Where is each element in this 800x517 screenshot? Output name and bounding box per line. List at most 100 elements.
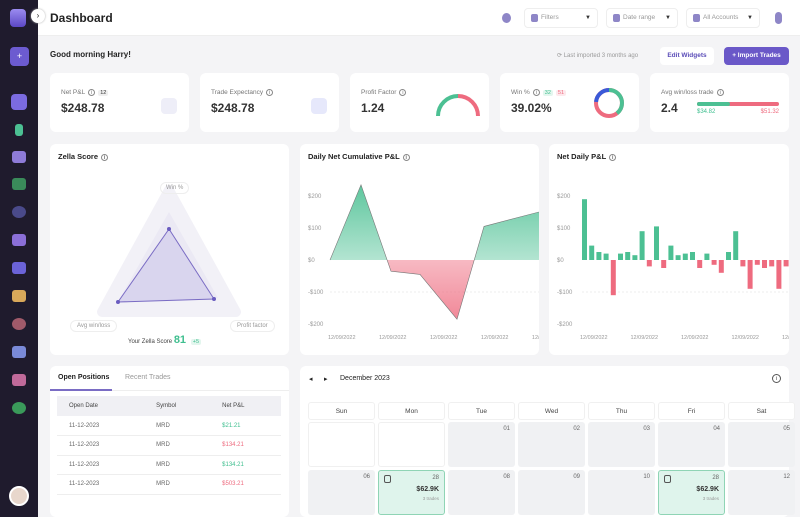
avg-win-loss-value: 2.4 (661, 101, 678, 115)
info-icon[interactable]: i (399, 89, 407, 96)
net-pnl-value: $248.78 (61, 101, 105, 115)
info-icon[interactable]: i (532, 89, 540, 96)
calendar-day-trade[interactable]: 28 $62.9K 3 trades (378, 470, 445, 515)
mode-icon[interactable] (502, 13, 511, 23)
info-icon[interactable]: i (402, 153, 410, 161)
note-icon[interactable] (384, 475, 391, 483)
gauge-win-arc (436, 94, 459, 117)
day-number: 06 (363, 474, 370, 480)
radar-label-avg: Avg win/loss (70, 320, 118, 332)
calendar-day[interactable]: 03 (588, 422, 655, 467)
expectancy-value: $248.78 (211, 101, 255, 115)
bar (675, 255, 681, 260)
day-trade-count: 3 trades (422, 496, 439, 501)
sidebar-item-store[interactable] (12, 374, 26, 386)
last-imported-text: Last imported 3 months ago (563, 53, 639, 59)
calendar-day-trade[interactable]: 28 $62.9K 3 trades (658, 470, 725, 515)
calendar-day[interactable] (378, 422, 445, 467)
avg-loss: $51.32 (760, 109, 779, 115)
net-pnl: $134.21 (210, 455, 281, 475)
note-icon[interactable] (664, 475, 671, 483)
net-pnl: $503.21 (210, 474, 281, 495)
tab-recent-trades[interactable]: Recent Trades (125, 374, 171, 381)
notifications-icon[interactable] (775, 12, 782, 24)
radar-score-area (117, 228, 215, 303)
win-pct-label: Win % (511, 89, 530, 97)
radar-chart (97, 185, 241, 317)
sidebar-item-journal[interactable] (12, 151, 26, 163)
calendar-day[interactable]: 08 (448, 470, 515, 515)
info-icon[interactable]: i (772, 374, 781, 383)
bar (682, 253, 688, 260)
bar (740, 260, 746, 267)
open-date: 11-12-2023 (57, 435, 145, 456)
calendar-day[interactable] (308, 422, 375, 467)
sidebar-item-dashboard[interactable] (11, 94, 27, 110)
filters-label: Filters (541, 14, 559, 21)
filters-dropdown[interactable]: Filters ▼ (524, 8, 598, 28)
table-row[interactable]: 11-12-2023 MRD $134.21 (57, 455, 281, 475)
tab-open-positions[interactable]: Open Positions (58, 374, 110, 381)
calendar-day[interactable]: 10 (588, 470, 655, 515)
table-row[interactable]: 11-12-2023 MRD $503.21 (57, 474, 281, 495)
calendar-day[interactable]: 12 (728, 470, 795, 515)
calendar-day[interactable]: 09 (518, 470, 585, 515)
net-daily-title: Net Daily P&L (557, 152, 607, 161)
win-pct-value: 39.02% (511, 101, 552, 115)
sidebar-item-resources[interactable] (12, 402, 26, 414)
sidebar-item-analytics[interactable] (12, 206, 26, 218)
bar (639, 231, 645, 260)
bar (661, 260, 667, 268)
active-tab-indicator (50, 389, 112, 391)
next-month-button[interactable]: ▸ (324, 376, 328, 383)
table-row[interactable]: 11-12-2023 MRD $134.21 (57, 435, 281, 456)
sidebar-item-trades[interactable] (12, 290, 26, 302)
table-row[interactable]: 11-12-2023 MRD $21.21 (57, 416, 281, 436)
info-icon[interactable]: i (88, 89, 96, 96)
x-tick-label: 12/09/2022 (532, 335, 539, 341)
sidebar-item-notebook[interactable] (12, 178, 26, 190)
calendar-day[interactable]: 05 (728, 422, 795, 467)
calendar-day[interactable]: 06 (308, 470, 375, 515)
positions-card: Open Positions Recent Trades Open Date Sy… (50, 366, 289, 517)
net-pnl: $21.21 (210, 416, 281, 436)
add-button[interactable]: + (10, 47, 29, 66)
import-trades-button[interactable]: + Import Trades (724, 47, 789, 65)
sidebar-item-university[interactable] (12, 318, 26, 330)
calendar-day[interactable]: 02 (518, 422, 585, 467)
info-icon[interactable]: i (609, 153, 617, 161)
prev-month-button[interactable]: ◂ (309, 376, 313, 383)
avatar[interactable] (9, 486, 29, 506)
calendar-day[interactable]: 04 (658, 422, 725, 467)
day-number: 02 (573, 426, 580, 432)
zella-title: Zella Score (58, 152, 99, 161)
day-trade-count: 3 trades (702, 496, 719, 501)
losses-badge: 51 (555, 90, 567, 97)
weekday-header: Sat (728, 402, 795, 420)
zella-score-card: Zella Score i Win % Avg win/loss Profit f… (50, 144, 289, 355)
day-number: 10 (643, 474, 650, 480)
bar (776, 260, 782, 289)
day-number: 03 (643, 426, 650, 432)
bar (769, 260, 775, 267)
x-tick-label: 12/09/2022 (731, 335, 759, 341)
negative-area (330, 260, 539, 320)
day-number: 28 (432, 475, 439, 481)
y-tick-label: -$100 (308, 290, 324, 296)
accounts-dropdown[interactable]: All Accounts ▼ (686, 8, 760, 28)
info-icon[interactable]: i (716, 89, 724, 96)
date-range-dropdown[interactable]: Date range ▼ (606, 8, 678, 28)
calendar-day[interactable]: 01 (448, 422, 515, 467)
info-icon[interactable]: i (266, 89, 274, 96)
edit-widgets-button[interactable]: Edit Widgets (660, 47, 714, 65)
x-tick-label: 12/09/2022 (328, 335, 356, 341)
info-icon[interactable]: i (101, 153, 109, 161)
sidebar-item-mentor[interactable] (12, 346, 26, 358)
sidebar-item-backtest[interactable] (12, 262, 26, 274)
sidebar-item-reports[interactable] (15, 124, 23, 136)
collapse-sidebar-button[interactable]: › (31, 9, 45, 23)
bar (704, 253, 710, 260)
bar (754, 260, 760, 265)
bar (596, 252, 602, 260)
sidebar-item-playbook[interactable] (12, 234, 26, 246)
